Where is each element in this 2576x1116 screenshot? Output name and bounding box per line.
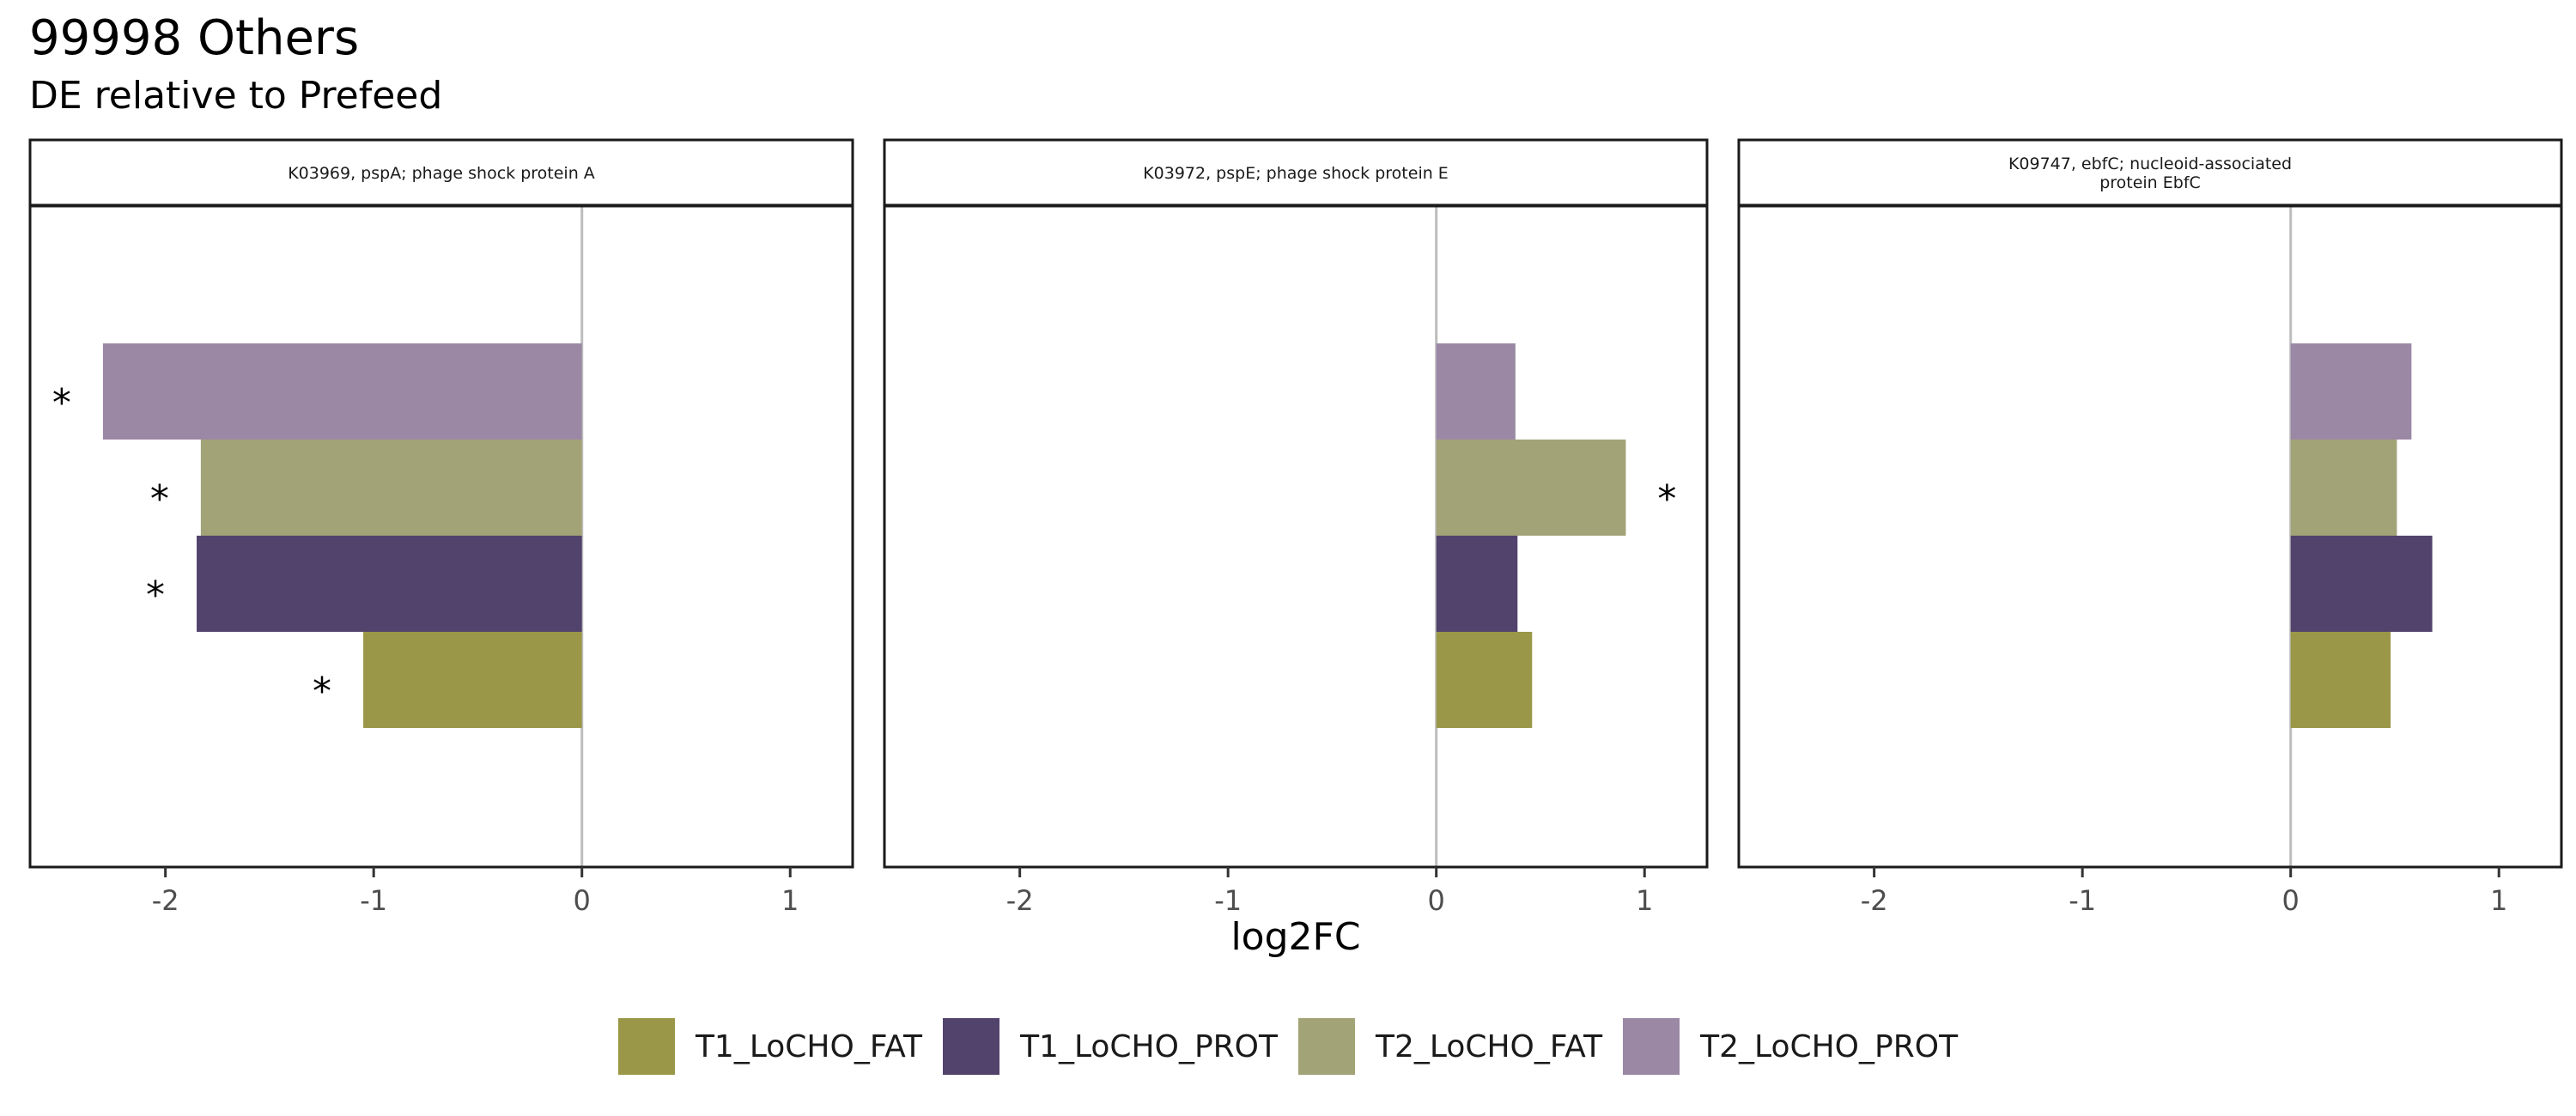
x-tick-label: 1	[2490, 884, 2507, 917]
legend-item: T1_LoCHO_FAT	[617, 1018, 923, 1075]
bar-T2_LoCHO_PROT	[2290, 343, 2412, 440]
legend-item: T2_LoCHO_PROT	[1623, 1018, 1958, 1075]
significance-marker: *	[313, 670, 331, 713]
x-tick-label: 1	[1636, 884, 1653, 917]
x-tick-label: 0	[574, 884, 591, 917]
legend-swatch	[1298, 1018, 1355, 1075]
legend-label: T1_LoCHO_PROT	[1020, 1028, 1278, 1064]
significance-marker: *	[146, 573, 165, 617]
legend-label: T2_LoCHO_FAT	[1376, 1028, 1603, 1064]
facet-label: K03972, pspE; phage shock protein E	[1143, 164, 1449, 183]
significance-marker: *	[1657, 477, 1676, 521]
bar-T1_LoCHO_FAT	[363, 632, 582, 728]
x-tick-label: 0	[2282, 884, 2300, 917]
x-tick-label: 0	[1428, 884, 1445, 917]
x-tick-label: 1	[781, 884, 799, 917]
facet-label: K03969, pspA; phage shock protein A	[288, 164, 595, 183]
panel-border	[1737, 204, 2563, 869]
legend-label: T2_LoCHO_PROT	[1700, 1028, 1959, 1064]
legend-swatch	[617, 1018, 675, 1075]
bar-T1_LoCHO_FAT	[1436, 632, 1533, 728]
bar-T2_LoCHO_PROT	[1436, 343, 1516, 440]
chart-subtitle: DE relative to Prefeed	[29, 74, 443, 118]
x-tick-label: -2	[152, 884, 179, 917]
legend-swatch	[943, 1018, 1000, 1075]
facet-strip	[883, 138, 1709, 207]
legend: T1_LoCHO_FAT T1_LoCHO_PROT T2_LoCHO_FAT T2_…	[0, 1016, 2576, 1077]
legend-item: T1_LoCHO_PROT	[943, 1018, 1278, 1075]
x-tick-label: -1	[2069, 884, 2096, 917]
panel-border	[28, 204, 854, 869]
facet-label: K09747, ebfC; nucleoid-associated	[2008, 155, 2292, 173]
bar-T2_LoCHO_FAT	[1436, 440, 1626, 536]
legend-label: T1_LoCHO_FAT	[695, 1028, 923, 1064]
panel-border	[883, 204, 1709, 869]
x-tick-label: -1	[1214, 884, 1242, 917]
bar-T1_LoCHO_PROT	[1436, 536, 1518, 632]
facet-label: protein EbfC	[2099, 173, 2201, 192]
bar-T2_LoCHO_PROT	[102, 343, 582, 440]
legend-swatch	[1623, 1018, 1680, 1075]
bar-T1_LoCHO_PROT	[197, 536, 582, 632]
x-tick-label: -1	[360, 884, 387, 917]
legend-item: T2_LoCHO_FAT	[1298, 1018, 1602, 1075]
bar-T1_LoCHO_PROT	[2290, 536, 2433, 632]
chart-title: 99998 Others	[29, 10, 360, 66]
significance-marker: *	[150, 477, 169, 521]
significance-marker: *	[52, 381, 71, 425]
bar-T2_LoCHO_FAT	[200, 440, 582, 536]
bar-T2_LoCHO_FAT	[2290, 440, 2397, 536]
bar-T1_LoCHO_FAT	[2290, 632, 2391, 728]
x-tick-label: -2	[1861, 884, 1888, 917]
x-tick-label: -2	[1006, 884, 1034, 917]
x-axis-label: log2FC	[1230, 915, 1360, 959]
